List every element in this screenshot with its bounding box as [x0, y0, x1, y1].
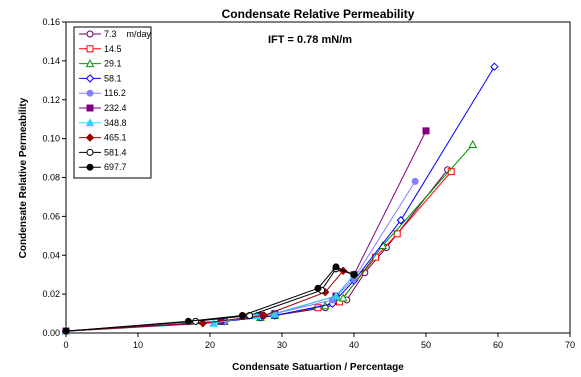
- data-point: [490, 62, 499, 71]
- data-point: [331, 291, 341, 300]
- data-point: [332, 263, 340, 271]
- data-point: [62, 327, 70, 335]
- data-point: [192, 317, 200, 325]
- data-point: [422, 127, 430, 135]
- legend-marker: [85, 118, 95, 127]
- legend-label: 581.4: [104, 147, 127, 157]
- data-point: [209, 318, 218, 327]
- legend-marker: [85, 74, 95, 83]
- legend: 7.3 m/day 14.5 29.1 58.1 116.2 232.4 348.8 465.…: [73, 26, 152, 179]
- legend-label: 116.2: [104, 88, 126, 98]
- y-tick-label: 0.06: [42, 211, 60, 221]
- legend-label: 58.1: [104, 73, 122, 83]
- y-tick-label: 0.00: [42, 328, 60, 338]
- data-point: [350, 271, 358, 279]
- legend-marker: [86, 148, 94, 156]
- x-tick-label: 30: [277, 340, 287, 350]
- y-tick-label: 0.02: [42, 289, 60, 299]
- x-tick-label: 0: [63, 340, 68, 350]
- legend-marker: [85, 133, 95, 142]
- legend-marker: [86, 45, 94, 53]
- axis-ticks: 0 10 20 30 40 50 60 70 0.00 0.02 0.04 0.06 0.08 0.10 0…: [42, 17, 575, 350]
- y-tick-label: 0.10: [42, 134, 60, 144]
- x-tick-label: 20: [205, 340, 215, 350]
- data-point: [198, 319, 208, 328]
- x-tick-label: 10: [133, 340, 143, 350]
- y-tick-label: 0.14: [42, 56, 60, 66]
- legend-label: 232.4: [104, 103, 127, 113]
- legend-label: 697.7: [104, 162, 127, 172]
- legend-marker: [86, 89, 94, 97]
- y-axis-label: Condensate Relative Permeability: [18, 97, 29, 258]
- legend-label: 465.1: [104, 133, 127, 143]
- y-tick-label: 0.04: [42, 250, 60, 260]
- data-point: [411, 177, 419, 185]
- legend-label: 348.8: [104, 118, 127, 128]
- x-tick-label: 60: [493, 340, 503, 350]
- legend-label: 7.3 m/day: [104, 29, 152, 39]
- chart-title: Condensate Relative Permeability: [222, 7, 415, 21]
- x-tick-label: 40: [349, 340, 359, 350]
- data-point: [393, 230, 401, 238]
- x-axis-label: Condensate Satuartion / Percentage: [232, 362, 404, 373]
- legend-marker: [86, 104, 94, 112]
- data-point: [314, 284, 322, 292]
- data-point: [338, 293, 348, 302]
- data-point: [270, 309, 280, 318]
- legend-marker: [85, 59, 95, 68]
- legend-marker: [86, 30, 94, 38]
- y-tick-label: 0.16: [42, 17, 60, 27]
- x-tick-label: 50: [421, 340, 431, 350]
- data-point: [259, 311, 269, 320]
- ift-annotation: IFT = 0.78 mN/m: [268, 34, 352, 46]
- legend-label: 29.1: [104, 59, 122, 69]
- series-layer: [61, 62, 499, 336]
- data-point: [468, 139, 478, 148]
- legend-label: 14.5: [104, 44, 122, 54]
- x-tick-label: 70: [565, 340, 575, 350]
- y-tick-label: 0.08: [42, 173, 60, 183]
- data-point: [184, 317, 192, 325]
- data-point: [238, 312, 246, 320]
- series-9: [62, 263, 358, 335]
- y-tick-label: 0.12: [42, 95, 60, 105]
- legend-marker: [86, 163, 94, 171]
- data-point: [396, 216, 406, 225]
